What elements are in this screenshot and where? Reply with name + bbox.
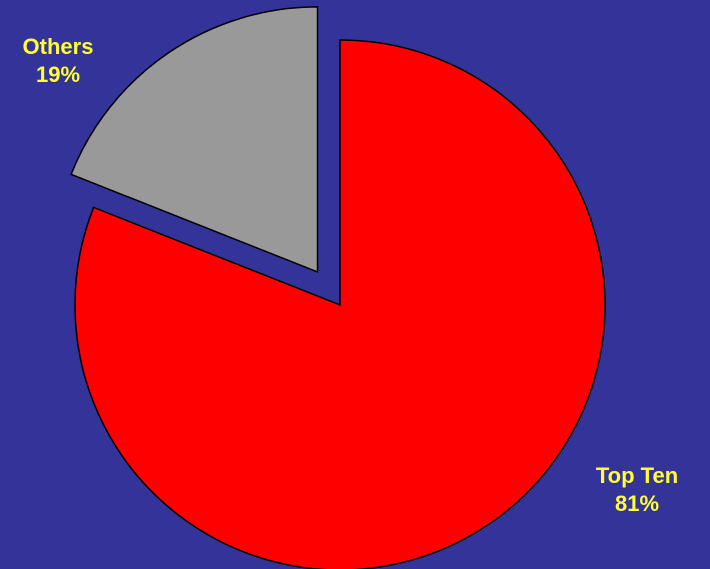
slice-label-top-ten-value: 81% <box>614 491 660 516</box>
pie-slice-top-ten <box>74 39 606 569</box>
slice-label-top-ten: Top Ten 81% <box>572 462 702 518</box>
pie-slice-others <box>70 6 319 274</box>
slice-label-others-name: Others <box>22 34 94 59</box>
slice-label-top-ten-name: Top Ten <box>595 463 679 488</box>
pie-slices <box>70 6 606 569</box>
slice-label-others: Others 19% <box>8 33 108 89</box>
slice-label-others-value: 19% <box>35 62 81 87</box>
